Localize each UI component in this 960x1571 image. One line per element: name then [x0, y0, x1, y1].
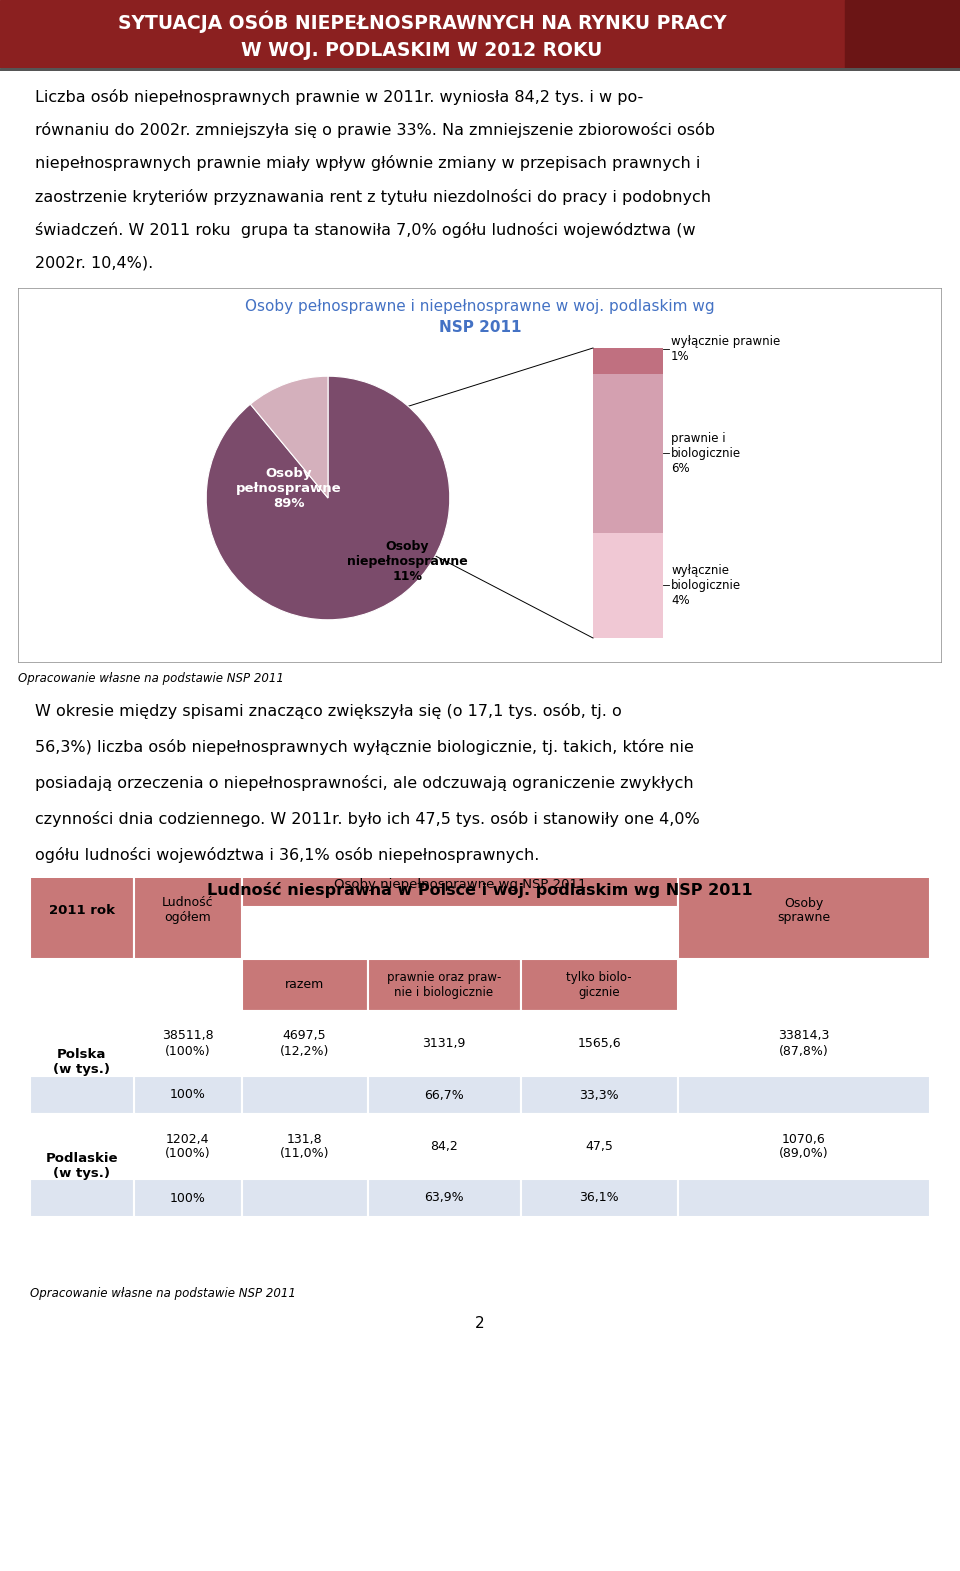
Bar [678, 1114, 930, 1178]
Bar [520, 1178, 678, 1218]
Text: świadczeń. W 2011 roku  grupa ta stanowiła 7,0% ogółu ludności województwa (w: świadczeń. W 2011 roku grupa ta stanowił… [35, 222, 696, 237]
Text: 100%: 100% [170, 1191, 205, 1205]
Text: 47,5: 47,5 [586, 1141, 613, 1153]
Bar [242, 1012, 368, 1076]
Text: Ludność niesprawna w Polsce i woj. podlaskim wg NSP 2011: Ludność niesprawna w Polsce i woj. podla… [207, 881, 753, 899]
Bar [242, 1114, 368, 1178]
Text: Osoby
niepełnosprawne
11%: Osoby niepełnosprawne 11% [347, 540, 468, 583]
Bar [368, 1114, 520, 1178]
Text: 3131,9: 3131,9 [422, 1037, 466, 1049]
Bar [678, 862, 930, 958]
Text: posiadają orzeczenia o niepełnosprawności, ale odczuwają ograniczenie zwykłych: posiadają orzeczenia o niepełnosprawnośc… [35, 775, 694, 792]
Bar [30, 1076, 133, 1114]
Text: 1565,6: 1565,6 [577, 1037, 621, 1049]
Bar [30, 862, 133, 958]
Text: W okresie między spisami znacząco zwiększyła się (o 17,1 tys. osób, tj. o: W okresie między spisami znacząco zwięks… [35, 702, 622, 720]
Bar [133, 862, 242, 958]
Text: razem: razem [285, 979, 324, 991]
Text: niepełnosprawnych prawnie miały wpływ głównie zmiany w przepisach prawnych i: niepełnosprawnych prawnie miały wpływ gł… [35, 156, 701, 171]
Text: prawnie i
biologicznie
6%: prawnie i biologicznie 6% [671, 432, 741, 474]
Text: Polska
(w tys.): Polska (w tys.) [53, 1048, 110, 1076]
Bar [593, 349, 663, 374]
Text: czynności dnia codziennego. W 2011r. było ich 47,5 tys. osób i stanowiły one 4,0: czynności dnia codziennego. W 2011r. był… [35, 811, 700, 826]
Text: NSP 2011: NSP 2011 [439, 320, 521, 336]
Text: Osoby
pełnosprawne
89%: Osoby pełnosprawne 89% [236, 467, 342, 509]
Bar [520, 958, 678, 1012]
Bar [678, 1076, 930, 1114]
Bar [133, 1012, 242, 1076]
Wedge shape [206, 375, 450, 621]
Text: 131,8
(11,0%): 131,8 (11,0%) [279, 1133, 329, 1161]
Text: W WOJ. PODLASKIM W 2012 ROKU: W WOJ. PODLASKIM W 2012 ROKU [241, 41, 603, 60]
Text: 33,3%: 33,3% [580, 1089, 619, 1101]
Text: zaostrzenie kryteriów przyznawania rent z tytułu niezdolności do pracy i podobny: zaostrzenie kryteriów przyznawania rent … [35, 189, 711, 204]
Text: Opracowanie własne na podstawie NSP 2011: Opracowanie własne na podstawie NSP 2011 [30, 1288, 296, 1301]
Text: 36,1%: 36,1% [580, 1191, 619, 1205]
Text: Osoby niepełnosprawne wg NSP 2011: Osoby niepełnosprawne wg NSP 2011 [333, 878, 586, 891]
Text: tylko biolo-
gicznie: tylko biolo- gicznie [566, 971, 632, 999]
Bar [520, 1114, 678, 1178]
Text: Ludność
ogółem: Ludność ogółem [161, 897, 213, 924]
Bar [242, 1076, 368, 1114]
Bar [30, 1178, 133, 1218]
Bar [242, 1178, 368, 1218]
Bar [678, 1178, 930, 1218]
Text: Osoby pełnosprawne i niepełnosprawne w woj. podlaskim wg: Osoby pełnosprawne i niepełnosprawne w w… [245, 298, 715, 314]
Text: Podlaskie
(w tys.): Podlaskie (w tys.) [45, 1152, 118, 1180]
Text: Liczba osób niepełnosprawnych prawnie w 2011r. wyniosła 84,2 tys. i w po-: Liczba osób niepełnosprawnych prawnie w … [35, 88, 643, 105]
Wedge shape [251, 375, 328, 498]
Bar [242, 958, 368, 1012]
Bar [593, 533, 663, 638]
Bar [368, 1012, 520, 1076]
Text: 100%: 100% [170, 1089, 205, 1101]
Text: 4697,5
(12,2%): 4697,5 (12,2%) [279, 1029, 329, 1057]
Bar [30, 1114, 133, 1218]
Bar [678, 1012, 930, 1076]
Text: Osoby
sprawne: Osoby sprawne [778, 897, 830, 924]
Bar [845, 0, 960, 68]
Text: prawnie oraz praw-
nie i biologicznie: prawnie oraz praw- nie i biologicznie [387, 971, 501, 999]
Bar [520, 1076, 678, 1114]
Bar [133, 1076, 242, 1114]
Text: 2011 rok: 2011 rok [49, 903, 115, 917]
Bar [242, 862, 678, 906]
Text: 66,7%: 66,7% [424, 1089, 464, 1101]
Text: 84,2: 84,2 [430, 1141, 458, 1153]
Text: ogółu ludności województwa i 36,1% osób niepełnosprawnych.: ogółu ludności województwa i 36,1% osób … [35, 847, 540, 862]
Text: 1202,4
(100%): 1202,4 (100%) [165, 1133, 210, 1161]
Text: 63,9%: 63,9% [424, 1191, 464, 1205]
Bar [520, 1012, 678, 1076]
Bar [30, 1012, 133, 1114]
Text: SYTUACJA OSÓB NIEPEŁNOSPRAWNYCH NA RYNKU PRACY: SYTUACJA OSÓB NIEPEŁNOSPRAWNYCH NA RYNKU… [118, 11, 727, 33]
Bar [368, 1178, 520, 1218]
Bar [133, 1178, 242, 1218]
Text: 56,3%) liczba osób niepełnosprawnych wyłącznie biologicznie, tj. takich, które n: 56,3%) liczba osób niepełnosprawnych wył… [35, 738, 694, 756]
Bar [368, 958, 520, 1012]
Text: wyłącznie
biologicznie
4%: wyłącznie biologicznie 4% [671, 564, 741, 606]
Text: 2: 2 [475, 1315, 485, 1331]
Text: 38511,8
(100%): 38511,8 (100%) [161, 1029, 213, 1057]
Text: równaniu do 2002r. zmniejszyła się o prawie 33%. Na zmniejszenie zbiorowości osó: równaniu do 2002r. zmniejszyła się o pra… [35, 123, 715, 138]
Bar [133, 1114, 242, 1178]
Text: 1070,6
(89,0%): 1070,6 (89,0%) [780, 1133, 828, 1161]
Text: 2002r. 10,4%).: 2002r. 10,4%). [35, 256, 154, 270]
Text: wyłącznie prawnie
1%: wyłącznie prawnie 1% [671, 335, 780, 363]
Text: 33814,3
(87,8%): 33814,3 (87,8%) [779, 1029, 829, 1057]
Text: Opracowanie własne na podstawie NSP 2011: Opracowanie własne na podstawie NSP 2011 [18, 671, 284, 685]
Bar [368, 1076, 520, 1114]
Bar [593, 374, 663, 533]
